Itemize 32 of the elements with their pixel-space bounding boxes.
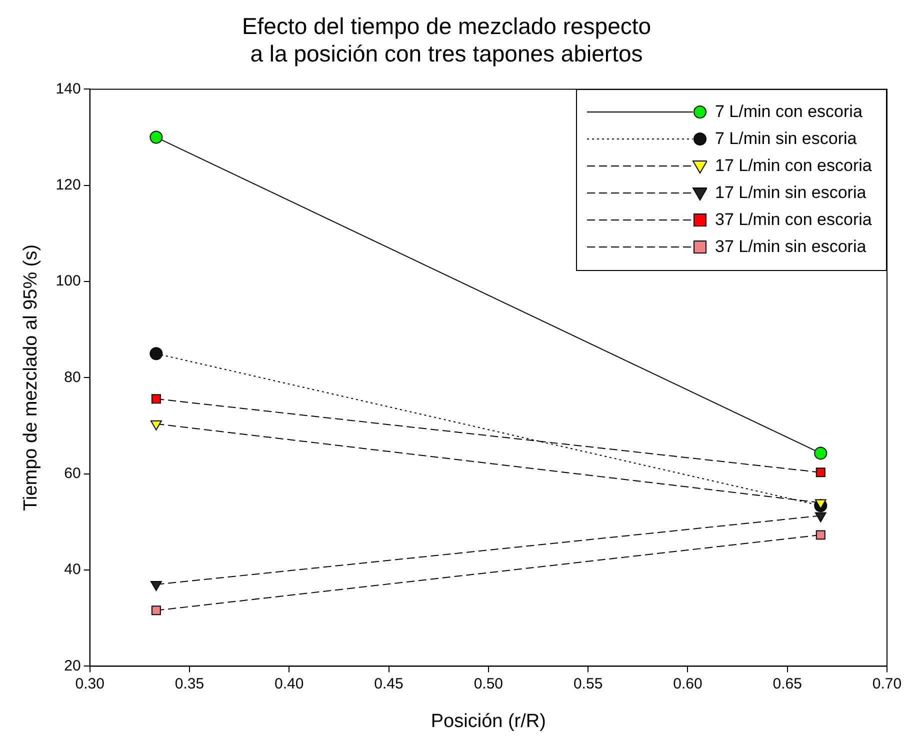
- point: [150, 130, 163, 144]
- x-tick-label: 0.60: [673, 675, 702, 692]
- legend-label: 37 L/min con escoria: [715, 210, 872, 230]
- x-tick-label: 0.65: [772, 675, 802, 692]
- y-tick-label: 80: [64, 368, 81, 386]
- x-tick-label: 0.55: [573, 675, 603, 692]
- legend-label: 17 L/min sin escoria: [715, 182, 866, 203]
- point: [816, 530, 826, 540]
- chart-title: Efecto del tiempo de mezclado respecto a la posición con tres tapones abiertos: [242, 13, 652, 67]
- y-tick-label: 40: [64, 561, 81, 578]
- x-tick-label: 0.45: [374, 675, 404, 692]
- y-tick-label: 60: [64, 465, 81, 482]
- legend-label: 7 L/min sin escoria: [715, 128, 857, 149]
- x-tick-label: 0.70: [872, 675, 902, 692]
- point: [151, 606, 161, 616]
- x-tick-label: 0.40: [274, 675, 304, 692]
- y-tick-label: 120: [56, 176, 81, 194]
- x-axis-title: Posición (r/R): [430, 710, 546, 732]
- point: [816, 468, 826, 478]
- y-tick-label: 140: [56, 80, 81, 98]
- x-tick-label: 0.50: [474, 675, 504, 692]
- point: [150, 347, 163, 360]
- y-tick-label: 100: [56, 272, 81, 290]
- y-tick-label: 20: [64, 657, 81, 674]
- legend-label: 37 L/min sin escoria: [715, 236, 866, 257]
- legend-label: 7 L/min con escoria: [715, 102, 862, 122]
- legend-label: 17 L/min con escoria: [715, 156, 872, 176]
- point: [814, 446, 828, 460]
- x-tick-label: 0.30: [75, 675, 104, 692]
- x-tick-label: 0.35: [174, 675, 204, 692]
- y-axis-title: Tiempo de mezclado al 95% (s): [20, 244, 42, 511]
- point: [151, 394, 161, 404]
